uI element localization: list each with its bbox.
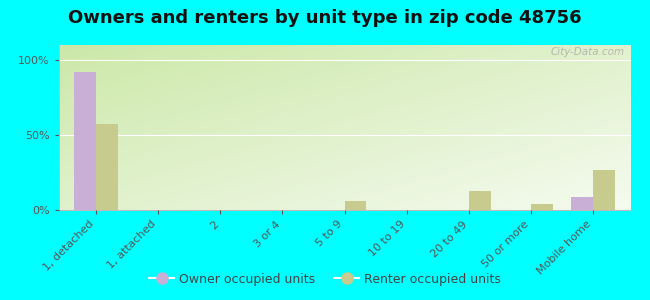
Text: Owners and renters by unit type in zip code 48756: Owners and renters by unit type in zip c… — [68, 9, 582, 27]
Bar — [96, 124, 118, 210]
Bar — [74, 72, 96, 210]
Legend: Owner occupied units, Renter occupied units: Owner occupied units, Renter occupied un… — [144, 268, 506, 291]
Bar — [531, 204, 552, 210]
Bar — [469, 190, 491, 210]
Bar — [571, 196, 593, 210]
Text: City-Data.com: City-Data.com — [551, 46, 625, 57]
Bar — [593, 169, 615, 210]
Bar — [344, 201, 366, 210]
